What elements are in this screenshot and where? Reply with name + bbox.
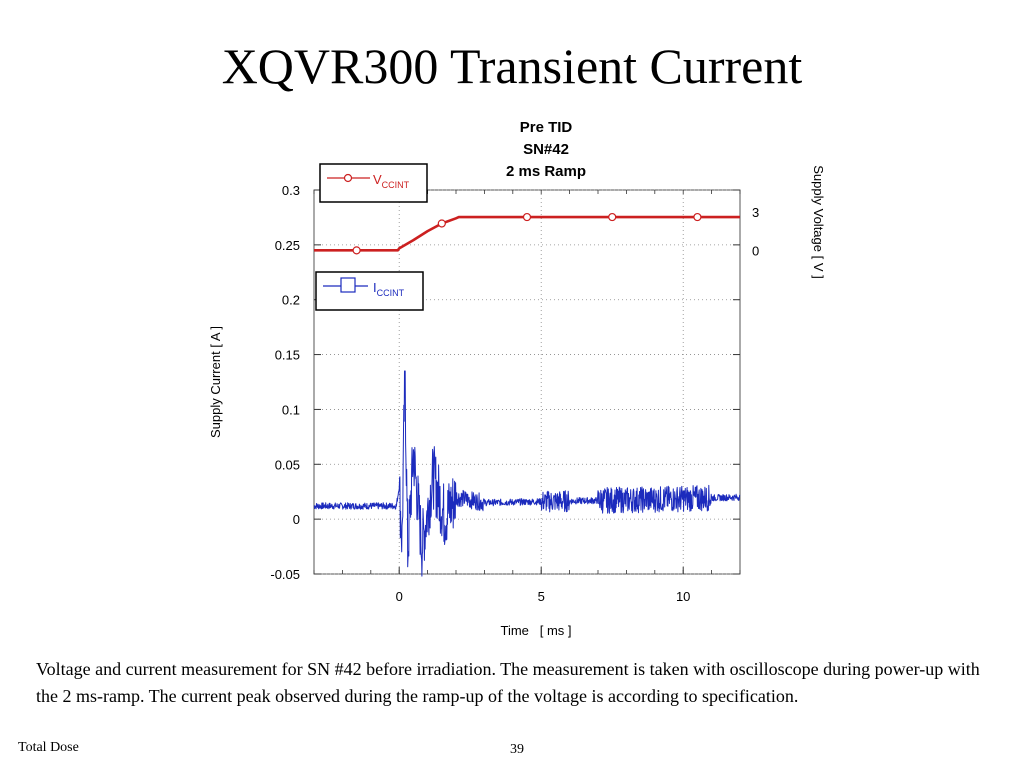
- legend-vccint-main: V: [373, 172, 382, 187]
- chart-title-line: Pre TID: [520, 119, 573, 136]
- chart-title-line: 2 ms Ramp: [506, 163, 586, 180]
- vccint-marker: [608, 212, 617, 222]
- y-left-tick-label: 0.3: [282, 183, 300, 198]
- svg-text:ICCINT: ICCINT: [373, 280, 405, 298]
- vccint-marker: [352, 246, 361, 255]
- y-axis-left-label: Supply Current [ A ]: [208, 326, 223, 438]
- y-left-tick-label: 0.05: [275, 457, 300, 472]
- legend-square-marker-icon: [340, 277, 356, 293]
- grid: [314, 189, 740, 575]
- series-lines: [313, 215, 741, 577]
- y-axis-right-label: Supply Voltage [ V ]: [811, 165, 826, 278]
- axis-ticks: 0 5 10 0.3 0.25 0.2 0.15 0.1 0.05 0 -0.05 3 0: [270, 183, 759, 604]
- vccint-marker: [437, 219, 446, 228]
- y-left-tick-label: 0.25: [275, 238, 300, 253]
- y-left-tick-label: 0: [293, 512, 300, 527]
- chart-title-line: SN#42: [523, 141, 569, 158]
- legend-vccint: VCCINT: [319, 163, 428, 203]
- chart-title: Pre TID SN#42 2 ms Ramp: [506, 119, 586, 180]
- legend-iccint-main: I: [373, 280, 377, 295]
- x-tick-label: 5: [538, 589, 545, 604]
- plot-frame: [313, 189, 741, 575]
- series-markers: [352, 212, 702, 255]
- svg-text:VCCINT: VCCINT: [373, 172, 410, 190]
- transient-current-chart: Pre TID SN#42 2 ms Ramp 0 5 10 0.3 0.25 0.2 0.15…: [208, 119, 826, 638]
- series-line-iccint: [313, 370, 741, 577]
- vccint-marker: [522, 212, 532, 222]
- slide-caption: Voltage and current measurement for SN #…: [36, 659, 980, 706]
- y-left-tick-label: 0.2: [282, 293, 300, 308]
- legend-iccint-sub: CCINT: [377, 288, 405, 298]
- y-right-tick-label: 0: [752, 243, 759, 258]
- slide-title: XQVR300 Transient Current: [221, 38, 803, 94]
- legend-iccint: ICCINT: [315, 271, 424, 311]
- y-left-tick-label: 0.1: [282, 402, 300, 417]
- x-axis-label: Time [ ms ]: [500, 623, 571, 638]
- footer-section-label: Total Dose: [18, 740, 79, 755]
- x-tick-label: 0: [396, 589, 403, 604]
- legend-vccint-sub: CCINT: [382, 180, 410, 190]
- y-right-tick-label: 3: [752, 205, 759, 220]
- y-left-tick-label: 0.15: [275, 348, 300, 363]
- legend-circle-marker-icon: [343, 173, 353, 183]
- series-line-vccint: [314, 215, 740, 252]
- y-left-tick-label: -0.05: [270, 567, 300, 582]
- vccint-marker: [693, 212, 702, 222]
- page-number: 39: [510, 742, 524, 757]
- x-tick-label: 10: [676, 589, 690, 604]
